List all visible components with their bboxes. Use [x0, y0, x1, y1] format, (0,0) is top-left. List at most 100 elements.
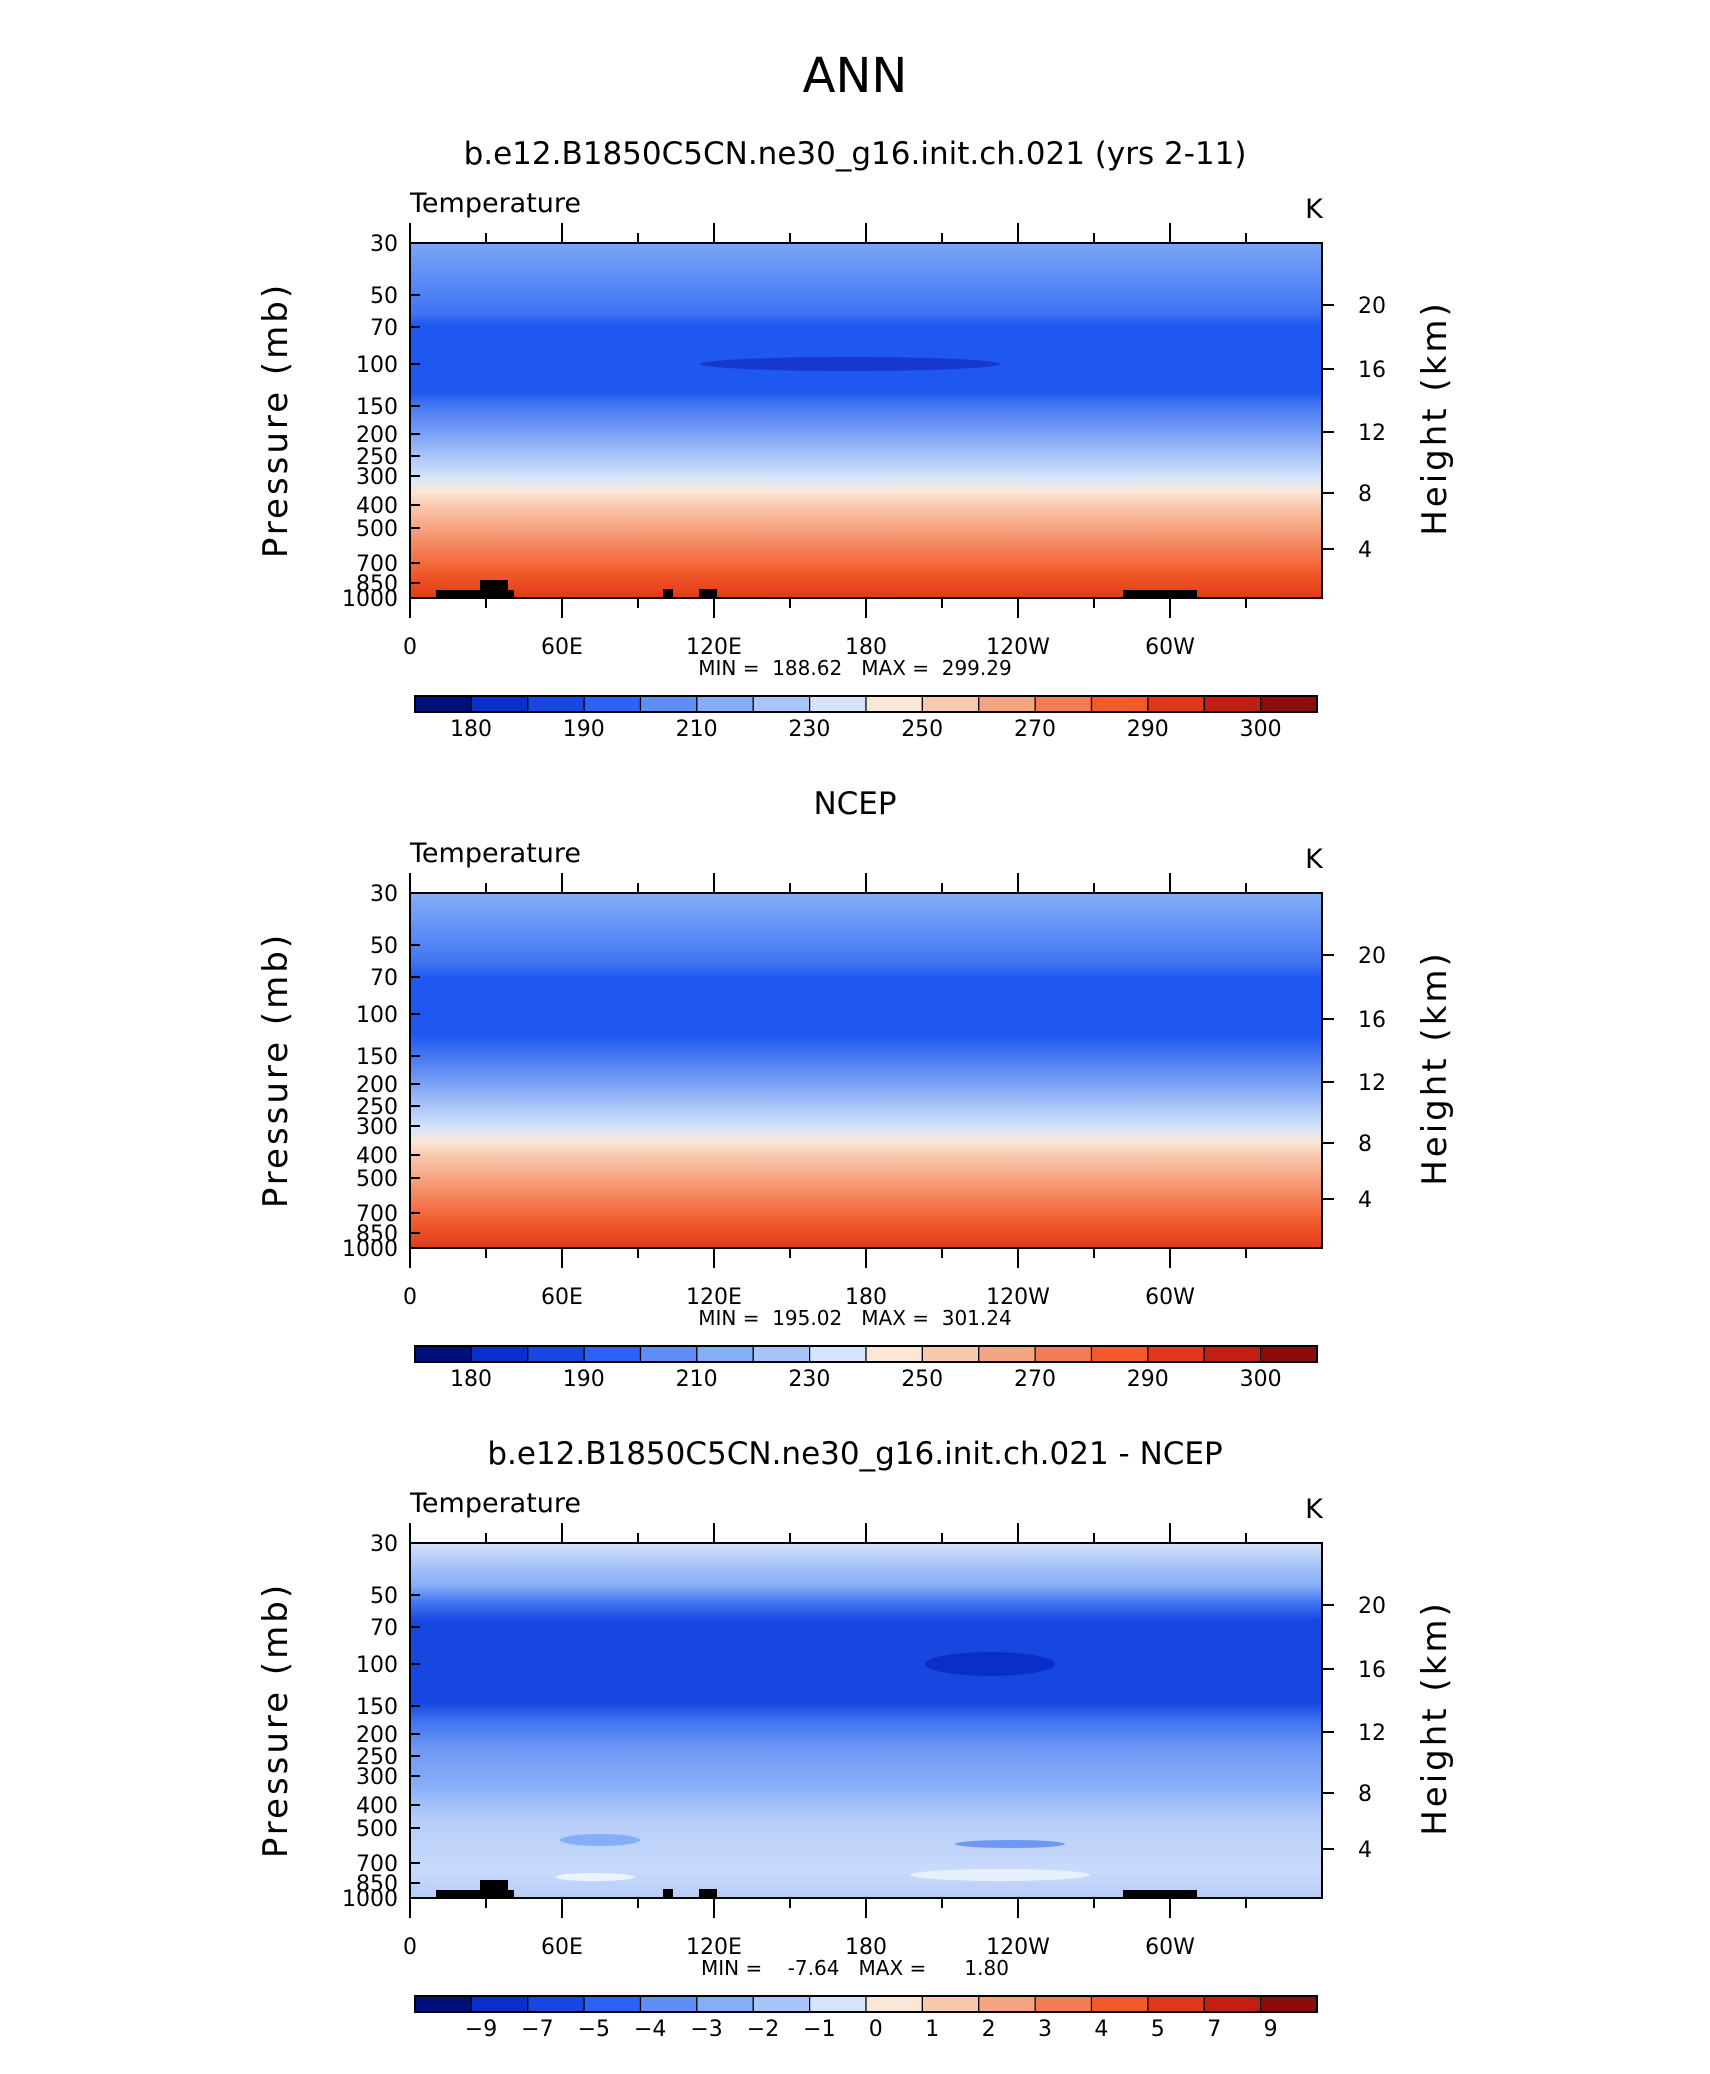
x-tick-label: 120W: [986, 1285, 1050, 1310]
y-tick-label: 70: [370, 316, 398, 341]
height-tick-label: 8: [1358, 482, 1372, 507]
y-tick-label: 1000: [342, 1237, 398, 1262]
topography-mask: [699, 1889, 717, 1898]
colorbar-label: 7: [1207, 2017, 1221, 2042]
y-tick-label: 250: [356, 445, 398, 470]
x-tick-label: 120E: [686, 635, 742, 660]
colorbar-label: −9: [465, 2017, 497, 2042]
pressure-axis-title: Pressure (mb): [256, 932, 296, 1208]
colorbar-box: [752, 1345, 811, 1363]
topography-mask: [436, 1890, 486, 1898]
colorbar-box: [921, 1345, 980, 1363]
pressure-axis-title: Pressure (mb): [256, 1582, 296, 1858]
height-tick-label: 12: [1358, 421, 1386, 446]
y-tick-label: 500: [356, 1167, 398, 1192]
colorbar-box: [696, 695, 754, 713]
x-tick-label: 180: [845, 1935, 887, 1960]
y-tick-label: 500: [356, 517, 398, 542]
colorbar-label: 290: [1127, 1367, 1169, 1392]
colorbar-box: [752, 695, 811, 713]
colorbar-box: [414, 1995, 472, 2013]
y-tick-label: 200: [356, 1723, 398, 1748]
panel-1: b.e12.B1850C5CN.ne30_g16.init.ch.021 (yr…: [256, 136, 1455, 742]
topography-mask: [663, 1889, 673, 1898]
colorbar-box: [639, 695, 698, 713]
colorbar-box: [527, 1995, 585, 2013]
x-tick-label: 120E: [686, 1935, 742, 1960]
colorbar-label: −1: [803, 2017, 835, 2042]
y-tick-label: 300: [356, 465, 398, 490]
y-tick-label: 500: [356, 1817, 398, 1842]
panel-title: b.e12.B1850C5CN.ne30_g16.init.ch.021 (yr…: [464, 136, 1247, 172]
colorbar-box: [1147, 1345, 1205, 1363]
cold-anomaly-region: [1250, 1618, 1322, 1690]
panel-title: b.e12.B1850C5CN.ne30_g16.init.ch.021 - N…: [487, 1436, 1222, 1472]
colorbar-label: −5: [578, 2017, 610, 2042]
colorbar-box: [583, 695, 642, 713]
colorbar-label: −3: [690, 2017, 722, 2042]
y-tick-label: 850: [356, 572, 398, 597]
anomaly-contour: [560, 1834, 640, 1846]
height-tick-label: 20: [1358, 1594, 1386, 1619]
topography-mask: [436, 590, 486, 598]
units-label: K: [1305, 1494, 1324, 1525]
height-tick-label: 16: [1358, 1008, 1386, 1033]
colorbar-frame: [414, 695, 1318, 713]
height-tick-label: 20: [1358, 294, 1386, 319]
y-tick-label: 700: [356, 1852, 398, 1877]
colorbar-box: [470, 695, 529, 713]
height-tick-label: 8: [1358, 1782, 1372, 1807]
colorbar-label: 180: [450, 717, 492, 742]
colorbar-label: 230: [788, 1367, 830, 1392]
tropopause-cold-core: [700, 357, 1000, 371]
y-tick-label: 150: [356, 1045, 398, 1070]
y-tick-label: 250: [356, 1095, 398, 1120]
y-tick-label: 400: [356, 1794, 398, 1819]
height-tick-label: 4: [1358, 538, 1372, 563]
colorbar-label: 290: [1127, 717, 1169, 742]
colorbar-box: [470, 1995, 529, 2013]
colorbar-label: −4: [634, 2017, 666, 2042]
y-tick-label: 70: [370, 966, 398, 991]
variable-label: Temperature: [409, 188, 581, 219]
y-tick-label: 30: [370, 1532, 398, 1557]
colorbar-box: [583, 1345, 642, 1363]
topography-mask: [508, 1890, 514, 1898]
colorbar-box: [1203, 1995, 1262, 2013]
colorbar-box: [978, 695, 1036, 713]
height-axis-title: Height (km): [1415, 300, 1455, 536]
colorbar-box: [414, 695, 472, 713]
height-tick-label: 16: [1358, 1658, 1386, 1683]
colorbar-box: [1260, 1995, 1318, 2013]
anomaly-contour: [910, 1869, 1090, 1881]
variable-label: Temperature: [409, 838, 581, 869]
colorbar-box: [921, 1995, 980, 2013]
colorbar-box: [865, 695, 923, 713]
x-tick-label: 60W: [1145, 635, 1195, 660]
colorbar-box: [809, 695, 867, 713]
colorbar: 180 190 210 230 250 270 290 300: [414, 695, 1318, 742]
y-tick-label: 30: [370, 232, 398, 257]
y-tick-label: 400: [356, 494, 398, 519]
colorbar-label: 5: [1151, 2017, 1165, 2042]
x-tick-label: 180: [845, 1285, 887, 1310]
x-tick-label: 60E: [541, 635, 583, 660]
colorbar-box: [921, 695, 980, 713]
colorbar-box: [1203, 695, 1262, 713]
colorbar-label: 180: [450, 1367, 492, 1392]
colorbar-label: 250: [901, 717, 943, 742]
colorbar-label: 210: [676, 1367, 718, 1392]
y-tick-label: 70: [370, 1616, 398, 1641]
colorbar-box: [1203, 1345, 1262, 1363]
y-tick-label: 300: [356, 1765, 398, 1790]
colorbar-box: [639, 1995, 698, 2013]
colorbar-box: [809, 1995, 867, 2013]
units-label: K: [1305, 194, 1324, 225]
colorbar-box: [1090, 1345, 1149, 1363]
height-tick-label: 4: [1358, 1838, 1372, 1863]
colorbar-box: [1147, 1995, 1205, 2013]
height-axis-title: Height (km): [1415, 950, 1455, 1186]
topography-mask: [1123, 590, 1197, 598]
colorbar-box: [978, 1995, 1036, 2013]
colorbar-label: 270: [1014, 1367, 1056, 1392]
